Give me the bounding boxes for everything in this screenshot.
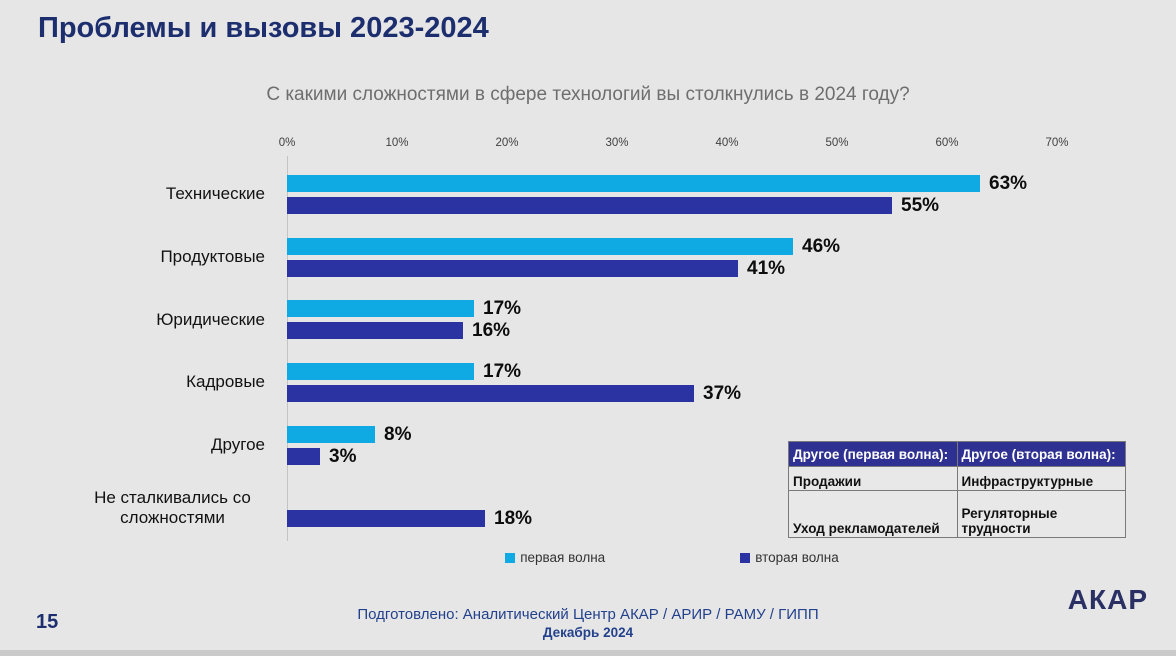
category-label: Продуктовые: [0, 247, 265, 267]
slide-edge: [0, 650, 1176, 656]
bar-second-wave: [287, 447, 320, 465]
bar-value-label: 17%: [483, 360, 522, 382]
bar-first-wave: [287, 300, 474, 318]
bar-group: 17% 37%: [287, 360, 1057, 404]
bar-value-label: 16%: [472, 320, 511, 342]
page-title: Проблемы и вызовы 2023-2024: [38, 12, 489, 44]
y-axis-line: [287, 156, 288, 541]
bar-second-wave: [287, 384, 694, 402]
bar-first-wave: [287, 425, 375, 443]
x-axis-tick-label: 40%: [715, 137, 739, 149]
bar-value-label: 41%: [747, 257, 786, 279]
table-cell: Инфраструктурные: [956, 466, 1126, 491]
bar-second-wave: [287, 259, 738, 277]
legend-item-second-wave: вторая волна: [740, 550, 839, 565]
bar-slot-second-wave: 16%: [287, 320, 1057, 342]
chart-row: Юридические 17% 16%: [0, 288, 1057, 351]
table-cell: Продажии: [788, 466, 958, 491]
bar-slot-second-wave: 37%: [287, 382, 1057, 404]
chart-row: Продуктовые 46% 41%: [0, 226, 1057, 289]
footer-credits: Подготовлено: Аналитический Центр АКАР /…: [357, 606, 819, 623]
bar-slot-first-wave: 8%: [287, 423, 1057, 445]
bar-slot-first-wave: 17%: [287, 298, 1057, 320]
category-label-text: Кадровые: [186, 372, 265, 392]
other-answers-table: Другое (первая волна): Другое (вторая вол…: [788, 441, 1126, 538]
chart-row: Другое 8% 3%: [0, 414, 1057, 477]
category-label: Кадровые: [0, 372, 265, 392]
legend-swatch-icon: [740, 552, 751, 563]
chart-legend: первая волна вторая волна: [287, 550, 1057, 565]
bar-slot-first-wave: 46%: [287, 235, 1057, 257]
page-number: 15: [36, 611, 59, 633]
x-axis-tick-label: 60%: [935, 137, 959, 149]
bar-slot-first-wave: 63%: [287, 172, 1057, 194]
x-axis-tick-label: 30%: [605, 137, 629, 149]
table-row: Продажии Инфраструктурные: [788, 466, 1126, 491]
bar-value-label: 37%: [703, 382, 742, 404]
x-axis-tick-label: 10%: [385, 137, 409, 149]
bar-second-wave: [287, 322, 463, 340]
category-label-text: Другое: [210, 435, 265, 455]
footer-date: Декабрь 2024: [542, 625, 634, 640]
bar-slot-second-wave: 41%: [287, 257, 1057, 279]
bar-first-wave: [287, 362, 474, 380]
legend-label: первая волна: [520, 550, 606, 565]
table-cell: Регуляторные трудности: [956, 490, 1126, 538]
bar-second-wave: [287, 510, 485, 528]
chart-row: Не сталкивались со сложностями 18%: [0, 476, 1057, 539]
category-label-text: Юридические: [156, 309, 265, 329]
bar-first-wave: [287, 174, 980, 192]
bar-value-label: 18%: [494, 508, 533, 530]
akar-logo: АКАР: [1067, 584, 1148, 615]
bar-slot-second-wave: 3%: [287, 445, 1057, 467]
bar-group: 63% 55%: [287, 172, 1057, 216]
table-row: Уход рекламодателей Регуляторные трудност…: [788, 490, 1126, 538]
bar-slot-first-wave: 17%: [287, 360, 1057, 382]
category-label: Не сталкивались со сложностями: [0, 488, 265, 528]
category-label: Юридические: [0, 310, 265, 330]
category-label: Другое: [0, 435, 265, 455]
bar-first-wave: [287, 237, 793, 255]
legend-item-first-wave: первая волна: [505, 550, 605, 565]
bar-group: 17% 16%: [287, 298, 1057, 342]
table-header-cell: Другое (первая волна):: [788, 441, 958, 467]
bar-value-label: 46%: [802, 235, 841, 257]
x-axis-ticks: 0% 10% 20% 30% 40% 50% 60% 70%: [279, 137, 1069, 151]
legend-swatch-icon: [505, 552, 516, 563]
bar-slot-second-wave: 55%: [287, 194, 1057, 216]
x-axis-tick-label: 50%: [825, 137, 849, 149]
table-header-row: Другое (первая волна): Другое (вторая вол…: [788, 441, 1126, 467]
bar-group: 46% 41%: [287, 235, 1057, 279]
bar-slot-second-wave: 18%: [287, 508, 1057, 530]
category-label-text: Технические: [165, 184, 265, 204]
bar-value-label: 8%: [384, 423, 412, 445]
chart-title: С какими сложностями в сфере технологий …: [266, 84, 910, 105]
table-cell: Уход рекламодателей: [788, 490, 958, 538]
bar-value-label: 63%: [989, 172, 1028, 194]
x-axis-tick-label: 70%: [1045, 137, 1069, 149]
plot-area: Технические 63% 55% Продуктовые 46% 41% Юридич…: [0, 163, 1057, 539]
bar-value-label: 3%: [329, 445, 357, 467]
bar-value-label: 17%: [483, 298, 522, 320]
table-header-cell: Другое (вторая волна):: [956, 441, 1126, 467]
chart-row: Кадровые 17% 37%: [0, 351, 1057, 414]
chart-row: Технические 63% 55%: [0, 163, 1057, 226]
x-axis-tick-label: 0%: [278, 137, 296, 149]
legend-label: вторая волна: [755, 550, 839, 565]
category-label: Технические: [0, 184, 265, 204]
x-axis-tick-label: 20%: [495, 137, 519, 149]
bar-group: 18%: [287, 488, 1057, 530]
bar-second-wave: [287, 196, 892, 214]
category-label-text: Продуктовые: [160, 247, 265, 266]
category-label-text: Не сталкивались со сложностями: [94, 487, 251, 527]
bar-value-label: 55%: [901, 194, 940, 216]
bar-group: 8% 3%: [287, 423, 1057, 467]
